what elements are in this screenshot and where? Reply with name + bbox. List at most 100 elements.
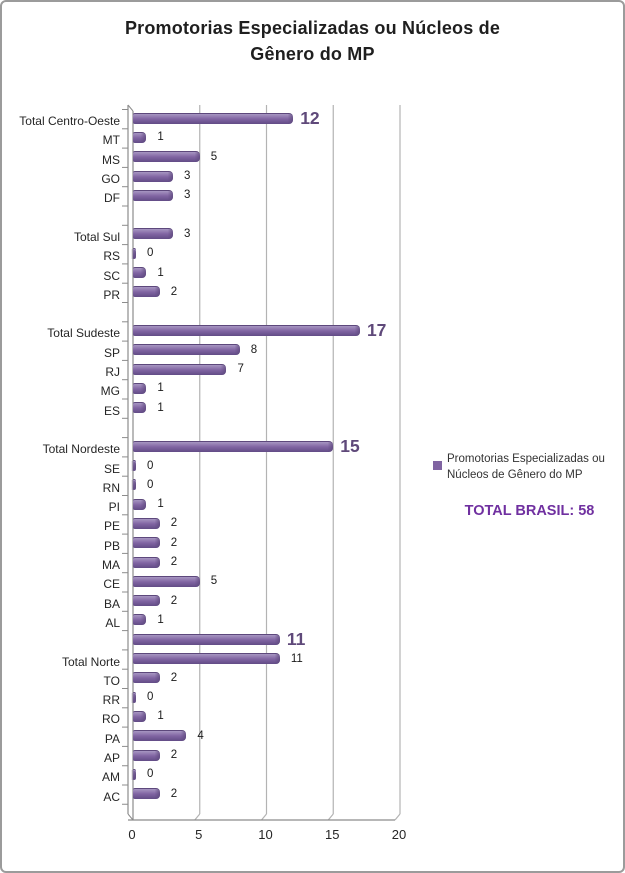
bar-BA (133, 595, 160, 607)
category-label: RN (102, 480, 120, 495)
chart-title-line-1: Promotorias Especializadas ou Núcleos de (124, 18, 501, 38)
bar-value-label: 12 (300, 108, 320, 129)
bar-value-label: 2 (170, 594, 178, 607)
category-label: Total Nordeste (42, 442, 120, 457)
bar-value-label: 0 (147, 459, 154, 472)
category-label: PA (104, 731, 120, 746)
legend-label: Promotorias Especializadas ou Núcleos de… (447, 452, 620, 483)
bar-value-label: 0 (147, 247, 154, 260)
gridline-foot (194, 813, 201, 821)
bar-MG (133, 382, 147, 394)
bar-value-label: 3 (184, 227, 191, 240)
category-label: MG (100, 384, 120, 399)
bar-value-label: 2 (170, 285, 178, 298)
chart-title-line-2: Gênero do MP (250, 44, 375, 64)
bar-value-label: 1 (157, 401, 164, 414)
bar-RS (131, 247, 136, 259)
bar-value-label: 2 (170, 787, 178, 800)
bar-AM (131, 768, 136, 780)
bar-value-label: 1 (157, 131, 164, 144)
bar-ES (133, 402, 147, 414)
bar-MA (133, 556, 160, 568)
bar-Total Sudeste (133, 324, 360, 336)
gridline-foot (327, 813, 334, 821)
bar-value-label: 15 (340, 436, 360, 457)
bar-value-label: 2 (170, 556, 178, 569)
category-label: BA (103, 596, 120, 611)
category-label: RO (102, 712, 120, 727)
bar-GO (133, 170, 174, 182)
legend-marker (433, 461, 442, 470)
category-label: Total Norte (61, 654, 120, 669)
category-label: MS (102, 152, 120, 167)
bar-total (133, 633, 280, 645)
gridline-foot (261, 813, 267, 821)
bar-value-label: 4 (197, 729, 204, 742)
bar-SC (133, 267, 147, 279)
gridline-foot (394, 813, 401, 821)
bar-value-label: 3 (184, 189, 191, 202)
bar-RR (131, 691, 136, 703)
bar-value-label: 11 (290, 652, 303, 665)
bar-AL (133, 614, 147, 626)
bar-RO (133, 710, 147, 722)
legend-label-line-2: Núcleos de Gênero do MP (447, 468, 583, 481)
category-label: AL (105, 615, 120, 630)
bar-value-label: 5 (210, 575, 218, 588)
bar-AC (133, 788, 160, 800)
bar-PE (133, 517, 160, 529)
bar-value-label: 17 (366, 320, 387, 341)
category-label: RJ (105, 365, 120, 380)
category-label: Total Sul (73, 229, 120, 244)
bar-value-label: 5 (210, 150, 218, 163)
x-axis-tick-label: 0 (128, 827, 136, 842)
wall-bottom-bevel (127, 813, 134, 821)
category-label: TO (103, 673, 120, 688)
category-label: MA (102, 558, 120, 573)
x-axis-tick-label: 5 (195, 827, 203, 842)
bar-PB (133, 537, 160, 549)
bar-PR (133, 286, 160, 298)
bar-value-label: 11 (286, 629, 306, 650)
category-label: PE (103, 519, 120, 534)
category-label: SP (103, 345, 120, 360)
bar-Total Sul (133, 228, 174, 240)
category-label: Total Sudeste (47, 326, 120, 341)
category-label: PI (108, 500, 120, 515)
legend-label-line-1: Promotorias Especializadas ou (447, 453, 605, 465)
bar-value-label: 2 (170, 517, 178, 530)
category-label: GO (101, 172, 120, 187)
total-brasil-label: TOTAL BRASIL: 58 (464, 503, 595, 519)
bar-value-label: 3 (184, 170, 191, 183)
bar-value-label: 7 (237, 363, 244, 376)
bar-TO (133, 672, 160, 684)
bar-value-label: 2 (170, 536, 178, 549)
x-axis-tick-label: 15 (325, 827, 340, 842)
bar-value-label: 8 (250, 343, 258, 356)
wall-top-bevel (127, 104, 134, 112)
category-label: MT (102, 133, 120, 148)
bar-Total Norte (133, 653, 280, 665)
bar-value-label: 0 (147, 768, 154, 781)
bar-PA (133, 730, 187, 742)
category-label: RR (102, 693, 120, 708)
bar-value-label: 1 (157, 498, 164, 511)
bar-value-label: 0 (147, 691, 154, 704)
x-axis-tick-label: 20 (391, 827, 407, 842)
category-label: AP (103, 751, 120, 766)
category-label: PB (103, 538, 120, 553)
category-label: SE (103, 461, 120, 476)
bar-MT (133, 131, 147, 143)
category-label: Total Centro-Oeste (19, 114, 120, 129)
bar-SE (131, 460, 136, 472)
bar-value-label: 1 (157, 266, 164, 279)
bar-value-label: 2 (170, 671, 178, 684)
bar-Total Centro-Oeste (133, 112, 294, 124)
category-label: SC (103, 268, 120, 283)
category-label: DF (104, 191, 120, 206)
legend: Promotorias Especializadas ou Núcleos de… (430, 452, 620, 483)
category-label: AM (102, 770, 120, 785)
category-label: AC (103, 789, 120, 804)
bar-CE (133, 575, 200, 587)
